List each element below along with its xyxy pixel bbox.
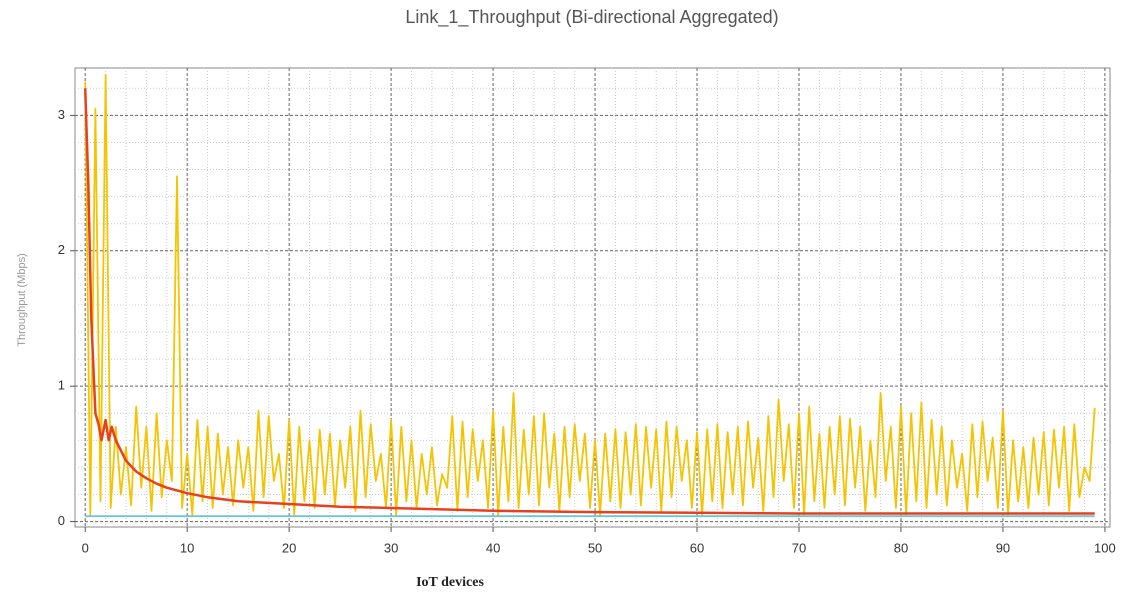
y-tick-label: 3 [58, 107, 65, 122]
series-line [84, 73, 1096, 516]
x-tick-label: 70 [792, 540, 806, 555]
x-tick-label: 20 [282, 540, 296, 555]
plot-frame [74, 67, 1111, 528]
x-tick-label: 40 [486, 540, 500, 555]
x-tick-label: 10 [180, 540, 194, 555]
x-tick-label: 30 [384, 540, 398, 555]
y-tick-label: 1 [58, 378, 65, 393]
chart-title: Link_1_Throughput (Bi-directional Aggreg… [405, 7, 778, 28]
x-tick-label: 100 [1094, 540, 1116, 555]
series-line [83, 88, 1095, 515]
x-tick-label: 0 [82, 540, 89, 555]
x-tick-label: 50 [588, 540, 602, 555]
x-tick-label: 80 [894, 540, 908, 555]
x-tick-label: 60 [690, 540, 704, 555]
x-axis-label: IoT devices [416, 575, 484, 590]
y-tick-label: 2 [58, 242, 65, 257]
y-tick-label: 0 [58, 513, 65, 528]
x-tick-label: 90 [996, 540, 1010, 555]
y-axis-label: Throughput (Mbps) [16, 253, 28, 347]
